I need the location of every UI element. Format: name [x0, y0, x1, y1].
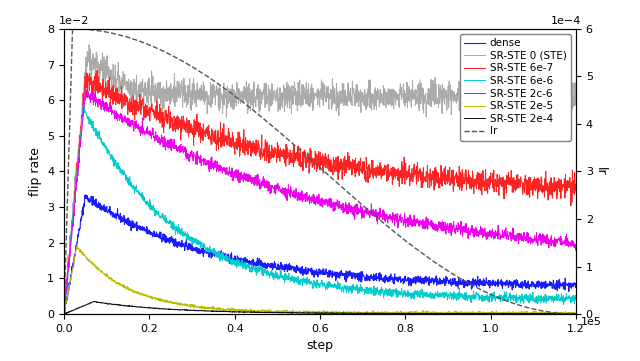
SR-STE 6e-7 — [86, 75, 94, 79]
SR-STE 6e-6 — [572, 293, 580, 298]
SR-STE 2e-4 — [557, 312, 565, 316]
SR-STE 2e-4 — [572, 312, 580, 316]
Text: 1e−4: 1e−4 — [551, 16, 581, 26]
Line: lr: lr — [64, 29, 576, 314]
Text: 1e−2: 1e−2 — [59, 16, 89, 26]
SR-STE 6e-6 — [86, 118, 94, 122]
lr — [69, 27, 77, 31]
SR-STE 6e-6 — [463, 298, 471, 303]
SR-STE 2c-6 — [296, 192, 303, 196]
SR-STE 2e-5 — [463, 310, 471, 314]
lr — [86, 27, 94, 32]
SR-STE 2c-6 — [557, 240, 565, 245]
lr — [463, 280, 471, 285]
lr — [296, 148, 303, 152]
Y-axis label: flip rate: flip rate — [29, 147, 42, 196]
SR-STE 6e-7 — [93, 68, 101, 73]
SR-STE 2e-4 — [557, 312, 565, 316]
lr — [309, 160, 317, 164]
SR-STE 6e-7 — [557, 180, 565, 184]
SR-STE 6e-7 — [60, 312, 68, 316]
Line: SR-STE 6e-7: SR-STE 6e-7 — [64, 70, 576, 314]
Line: dense: dense — [64, 195, 576, 313]
SR-STE 2c-6 — [60, 310, 68, 314]
SR-STE 2c-6 — [309, 192, 317, 196]
SR-STE 0 (STE) — [558, 104, 566, 109]
SR-STE 2e-4 — [296, 311, 303, 315]
lr — [60, 312, 68, 316]
SR-STE 6e-6 — [309, 280, 317, 284]
SR-STE 0 (STE) — [60, 310, 68, 314]
SR-STE 6e-6 — [296, 278, 303, 283]
SR-STE 6e-6 — [60, 312, 68, 316]
SR-STE 6e-7 — [572, 190, 580, 195]
dense — [86, 200, 94, 204]
dense — [557, 282, 565, 287]
SR-STE 2e-4 — [86, 301, 94, 305]
SR-STE 2e-5 — [309, 309, 317, 313]
SR-STE 2c-6 — [572, 242, 580, 247]
SR-STE 6e-6 — [79, 103, 87, 107]
SR-STE 0 (STE) — [85, 43, 93, 47]
dense — [296, 266, 303, 270]
X-axis label: step: step — [307, 339, 333, 352]
Y-axis label: lr: lr — [594, 167, 607, 176]
SR-STE 0 (STE) — [464, 96, 472, 100]
SR-STE 0 (STE) — [60, 312, 68, 316]
lr — [557, 311, 565, 316]
SR-STE 6e-7 — [463, 175, 471, 179]
SR-STE 2c-6 — [86, 100, 94, 104]
SR-STE 0 (STE) — [572, 91, 580, 95]
SR-STE 6e-7 — [557, 177, 565, 182]
lr — [572, 312, 580, 316]
SR-STE 2e-5 — [296, 310, 303, 314]
dense — [309, 271, 317, 275]
SR-STE 2e-5 — [73, 244, 81, 248]
SR-STE 6e-6 — [557, 291, 565, 296]
SR-STE 2c-6 — [463, 230, 471, 234]
dense — [463, 280, 471, 285]
Line: SR-STE 2e-5: SR-STE 2e-5 — [64, 246, 576, 314]
SR-STE 0 (STE) — [87, 61, 95, 65]
SR-STE 0 (STE) — [310, 99, 317, 104]
SR-STE 2e-4 — [90, 299, 97, 304]
SR-STE 2e-5 — [86, 260, 94, 264]
Line: SR-STE 0 (STE): SR-STE 0 (STE) — [64, 45, 576, 314]
SR-STE 2c-6 — [82, 87, 90, 92]
Text: 1e5: 1e5 — [581, 317, 602, 327]
dense — [572, 285, 580, 289]
SR-STE 2e-5 — [557, 310, 565, 315]
SR-STE 2e-4 — [309, 311, 317, 315]
dense — [60, 311, 68, 315]
SR-STE 2e-4 — [60, 312, 68, 316]
SR-STE 6e-7 — [296, 157, 303, 162]
Legend: dense, SR-STE 0 (STE), SR-STE 6e-7, SR-STE 6e-6, SR-STE 2c-6, SR-STE 2e-5, SR-ST: dense, SR-STE 0 (STE), SR-STE 6e-7, SR-S… — [460, 34, 571, 141]
SR-STE 0 (STE) — [557, 92, 565, 96]
SR-STE 6e-7 — [309, 157, 317, 161]
SR-STE 2e-5 — [60, 312, 68, 316]
dense — [82, 193, 90, 197]
lr — [557, 311, 565, 316]
SR-STE 2c-6 — [557, 243, 565, 247]
Line: SR-STE 6e-6: SR-STE 6e-6 — [64, 105, 576, 314]
SR-STE 0 (STE) — [296, 89, 304, 93]
Line: SR-STE 2c-6: SR-STE 2c-6 — [64, 90, 576, 312]
SR-STE 6e-6 — [557, 297, 565, 302]
SR-STE 2e-5 — [557, 310, 565, 315]
Line: SR-STE 2e-4: SR-STE 2e-4 — [64, 301, 576, 314]
SR-STE 2e-5 — [572, 312, 580, 316]
dense — [557, 284, 565, 288]
SR-STE 2e-4 — [463, 312, 471, 316]
